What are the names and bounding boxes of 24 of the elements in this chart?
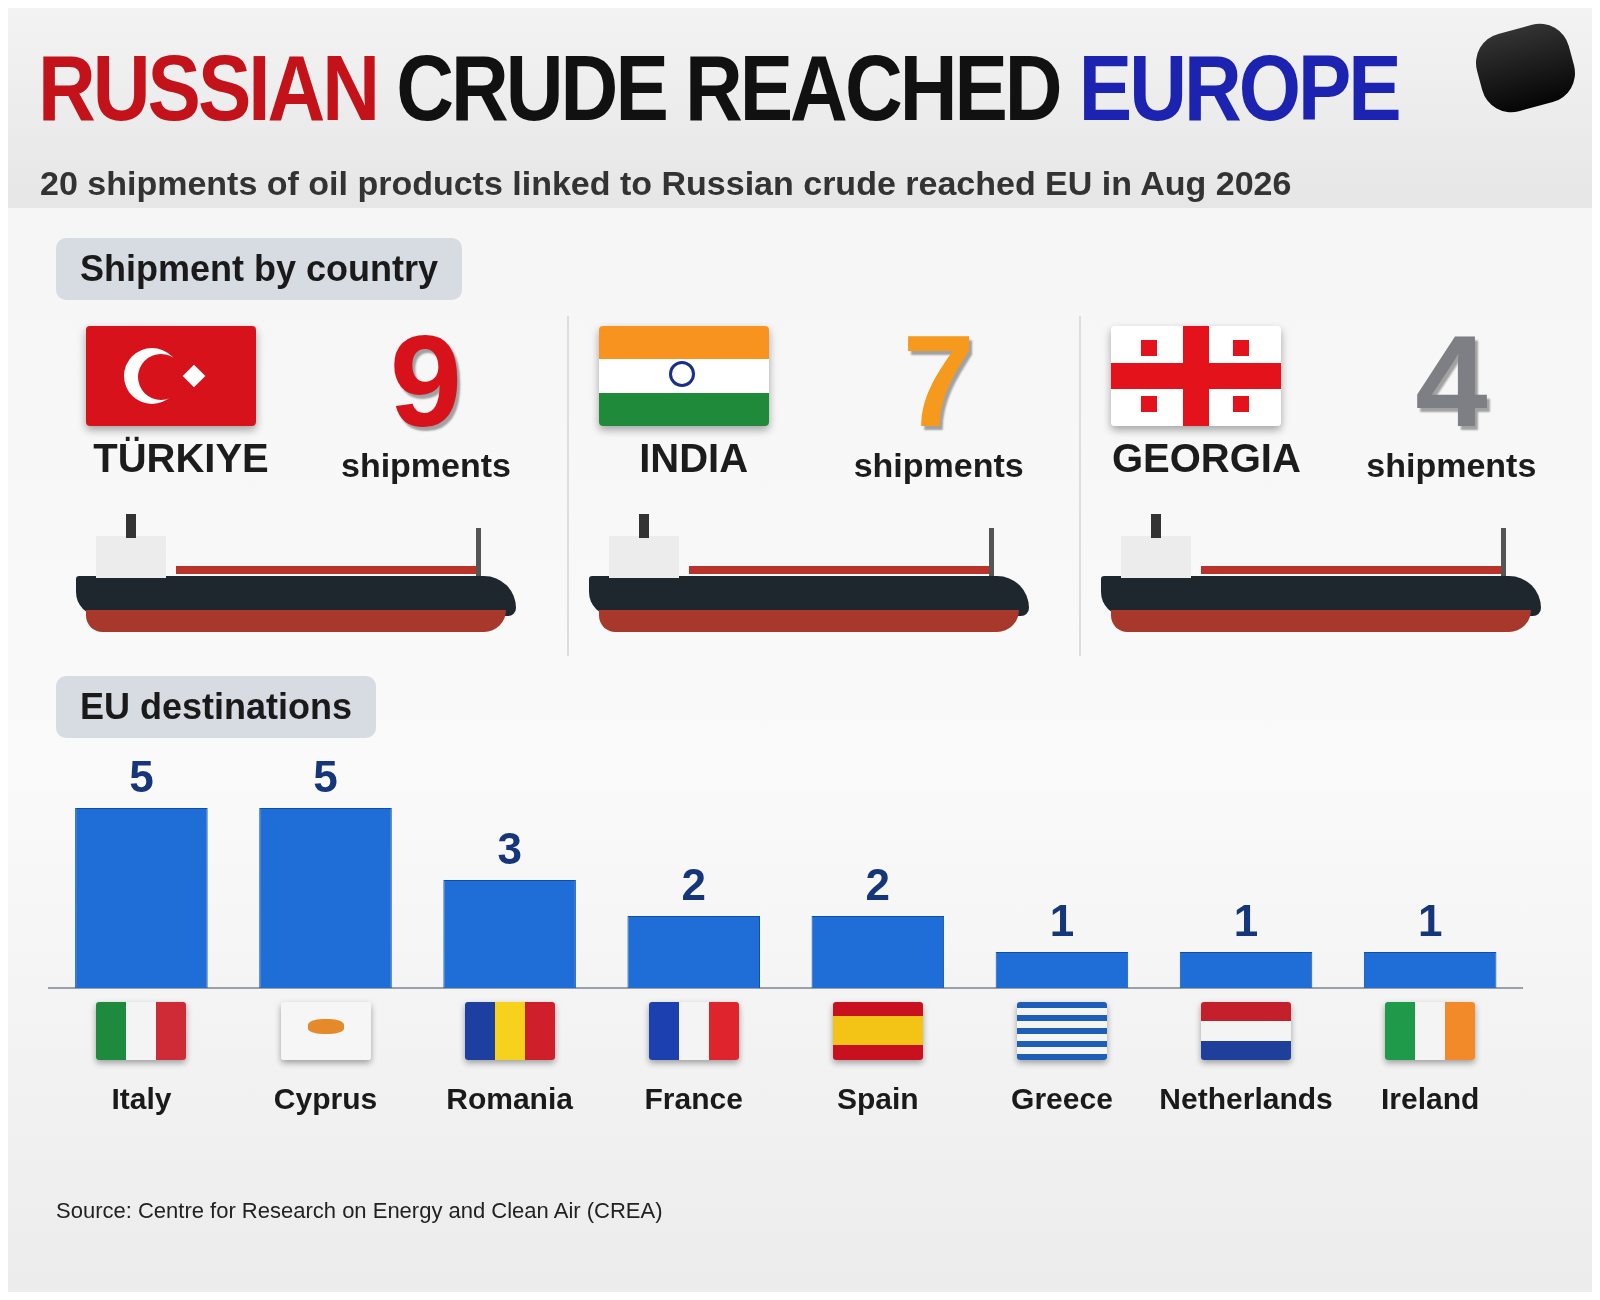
x-tick-label: Netherlands: [1159, 1082, 1333, 1116]
data-label: 5: [129, 752, 154, 802]
x-tick-label: Italy: [111, 1082, 172, 1116]
category-label: INDIA: [638, 436, 750, 481]
x-tick-label: Romania: [446, 1082, 574, 1116]
data-label: 2: [681, 860, 706, 910]
text: RUSSIAN CRUDE REACHED EUROPE: [38, 37, 1399, 140]
x-tick-label: Spain: [836, 1082, 919, 1116]
text: 20 shipments of oil products linked to Russian crude reached EU in Aug 2026: [40, 164, 1292, 203]
data-label: 2: [865, 860, 891, 910]
x-tick-label: Ireland: [1380, 1082, 1480, 1116]
category-label: TÜRKIYE: [92, 436, 270, 481]
x-tick-label: France: [644, 1082, 743, 1116]
data-label: 5: [313, 752, 338, 802]
x-tick-label: Greece: [1011, 1082, 1113, 1116]
data-label: 3: [497, 824, 522, 874]
data-label: 1: [1233, 896, 1259, 946]
text: Shipment by country: [56, 238, 463, 300]
data-label: 1: [1049, 896, 1075, 946]
chart-title: EU destinations: [56, 676, 377, 738]
x-tick-label: Cyprus: [273, 1082, 378, 1116]
category-label: GEORGIA: [1110, 436, 1302, 481]
data-label: 1: [1417, 896, 1443, 946]
source-note: Source: Centre for Research on Energy and Clean Air (CREA): [56, 1198, 664, 1224]
